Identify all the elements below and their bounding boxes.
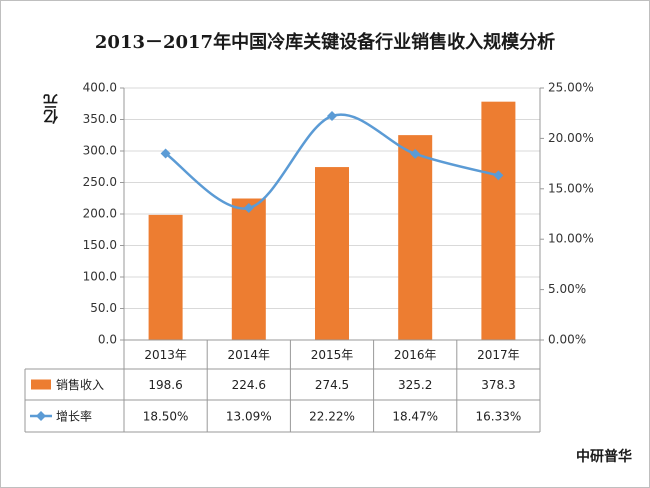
line-value-label: 18.47% <box>392 410 438 424</box>
left-tick-label: 50.0 <box>90 301 117 315</box>
chart-title: 2013－2017年中国冷库关键设备行业销售收入规模分析 <box>94 32 556 53</box>
line-point-marker <box>243 203 254 214</box>
category-label: 2017年 <box>477 348 520 362</box>
right-tick-label: 20.00% <box>548 131 594 145</box>
left-tick-label: 300.0 <box>83 144 117 158</box>
legend-swatch-marker <box>36 411 46 421</box>
left-tick-label: 250.0 <box>83 175 117 189</box>
left-tick-label: 150.0 <box>83 238 117 252</box>
bar-value-label: 198.6 <box>148 378 182 392</box>
right-tick-label: 5.00% <box>548 282 586 296</box>
category-label: 2013年 <box>144 348 187 362</box>
line-value-label: 13.09% <box>226 410 272 424</box>
category-label: 2016年 <box>394 348 437 362</box>
line-value-label: 22.22% <box>309 410 355 424</box>
bar <box>231 198 266 340</box>
data-table: 2013年 198.6 18.50% 2014年 224.6 13.09% 2015年 274… <box>24 339 541 433</box>
left-tick-label: 100.0 <box>83 270 117 284</box>
line-value-label: 16.33% <box>476 410 522 424</box>
left-tick-label: 200.0 <box>83 207 117 221</box>
left-tick-label: 400.0 <box>83 81 117 95</box>
source-label: 中研普华 <box>576 449 632 465</box>
category-label: 2014年 <box>228 348 271 362</box>
line-series <box>160 111 504 214</box>
line-value-label: 18.50% <box>143 410 189 424</box>
line-point-marker <box>493 170 504 181</box>
bar <box>398 135 433 340</box>
left-tick-label: 0.0 <box>98 333 117 347</box>
legend-swatch-bar <box>31 379 51 390</box>
legend-label-bar: 销售收入 <box>56 377 104 392</box>
bar-value-label: 378.3 <box>481 378 515 392</box>
bar-series <box>148 101 516 341</box>
right-tick-label: 25.00% <box>548 81 594 95</box>
bar <box>481 101 516 341</box>
legend-label-line: 增长率 <box>56 409 92 424</box>
right-tick-label: 15.00% <box>548 181 594 195</box>
axes: 0.0 50.0 100.0 150.0 200.0 250.0 300.0 350.0 400… <box>83 81 594 347</box>
bar-value-label: 325.2 <box>398 378 432 392</box>
bar-value-label: 224.6 <box>232 378 266 392</box>
line-point-marker <box>160 148 171 159</box>
left-tick-label: 350.0 <box>83 112 117 126</box>
right-tick-label: 10.00% <box>548 232 594 246</box>
category-label: 2015年 <box>311 348 354 362</box>
bar-value-label: 274.5 <box>315 378 349 392</box>
bar <box>315 167 349 340</box>
right-tick-label: 0.00% <box>548 333 586 347</box>
bar <box>148 214 183 340</box>
line-point-marker <box>327 111 337 122</box>
line-point-marker <box>410 148 421 159</box>
